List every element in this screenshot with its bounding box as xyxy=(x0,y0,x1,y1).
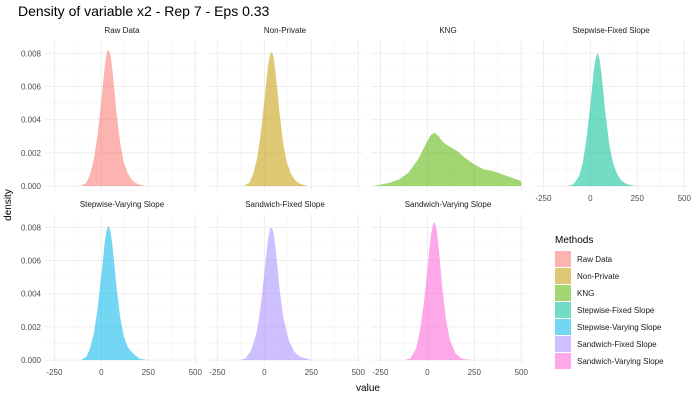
panel-stepwise-fixed-slope: Stepwise-Fixed Slope -250 0 250 500 xyxy=(534,26,691,203)
legend-key-non-private xyxy=(555,268,571,284)
strip-label-sandwich-varying-slope: Sandwich-Varying Slope xyxy=(405,200,492,209)
density-area-stepwise-varying-slope xyxy=(80,225,147,361)
x-tick-label: 0 xyxy=(262,368,267,377)
legend-label-sandwich-fixed-slope: Sandwich-Fixed Slope xyxy=(577,340,657,349)
density-area-kng xyxy=(374,132,522,187)
x-tick-label: 0 xyxy=(99,368,104,377)
density-area-stepwise-fixed-slope xyxy=(567,53,636,187)
y-tick-label: 0.006 xyxy=(21,82,42,91)
facet-panels: Raw Data 0.000 0.002 0.004 0.006 0.008 Non-Pri… xyxy=(21,26,691,377)
legend-key-stepwise-varying-slope xyxy=(555,319,571,335)
x-tick-label: -250 xyxy=(372,368,389,377)
panel-kng: KNG xyxy=(371,26,525,191)
y-tick-label: 0.008 xyxy=(21,49,42,58)
x-tick-label: -250 xyxy=(46,368,63,377)
x-tick-label: 0 xyxy=(425,368,430,377)
y-tick-label: 0.002 xyxy=(21,149,42,158)
panel-stepwise-varying-slope: Stepwise-Varying Slope 0.000 0.002 0.004 0.0… xyxy=(21,200,202,377)
x-tick-label: 500 xyxy=(515,368,529,377)
x-tick-label: -250 xyxy=(535,194,552,203)
panel-non-private: Non-Private xyxy=(208,26,362,191)
panel-sandwich-varying-slope: Sandwich-Varying Slope -250 0 250 500 xyxy=(371,200,528,377)
x-tick-label: 250 xyxy=(305,368,319,377)
legend-key-kng xyxy=(555,285,571,301)
y-axis-title: density xyxy=(3,189,14,221)
density-area-non-private xyxy=(243,51,308,187)
x-tick-label: 0 xyxy=(588,194,593,203)
panel-sandwich-fixed-slope: Sandwich-Fixed Slope -250 0 250 500 xyxy=(208,200,365,377)
density-area-sandwich-varying-slope xyxy=(404,222,473,361)
legend-key-raw-data xyxy=(555,251,571,267)
strip-label-kng: KNG xyxy=(439,26,456,35)
y-tick-label: 0.004 xyxy=(21,116,42,125)
y-tick-label: 0.006 xyxy=(21,256,42,265)
strip-label-raw-data: Raw Data xyxy=(104,26,140,35)
legend-key-sandwich-fixed-slope xyxy=(555,336,571,352)
x-tick-label: 250 xyxy=(142,368,156,377)
legend-label-kng: KNG xyxy=(577,289,594,298)
y-tick-label: 0.000 xyxy=(21,356,42,365)
panel-raw-data: Raw Data 0.000 0.002 0.004 0.006 0.008 xyxy=(21,26,199,191)
strip-label-stepwise-fixed-slope: Stepwise-Fixed Slope xyxy=(572,26,650,35)
legend-label-stepwise-varying-slope: Stepwise-Varying Slope xyxy=(577,323,662,332)
y-tick-label: 0.000 xyxy=(21,182,42,191)
x-tick-label: -250 xyxy=(209,368,226,377)
chart-title: Density of variable x2 - Rep 7 - Eps 0.3… xyxy=(18,3,270,19)
legend-label-non-private: Non-Private xyxy=(577,272,620,281)
strip-label-non-private: Non-Private xyxy=(264,26,307,35)
density-area-raw-data xyxy=(80,49,145,187)
legend-label-sandwich-varying-slope: Sandwich-Varying Slope xyxy=(577,357,664,366)
legend-key-sandwich-varying-slope xyxy=(555,353,571,369)
legend-key-stepwise-fixed-slope xyxy=(555,302,571,318)
legend-title: Methods xyxy=(555,235,593,246)
strip-label-stepwise-varying-slope: Stepwise-Varying Slope xyxy=(80,200,165,209)
legend-label-stepwise-fixed-slope: Stepwise-Fixed Slope xyxy=(577,306,655,315)
x-tick-label: 500 xyxy=(189,368,203,377)
y-tick-label: 0.008 xyxy=(21,223,42,232)
legend: Methods Raw Data Non-Private KNG Stepwise-F… xyxy=(555,235,664,369)
x-tick-label: 500 xyxy=(678,194,692,203)
y-tick-label: 0.002 xyxy=(21,323,42,332)
density-area-sandwich-fixed-slope xyxy=(239,227,312,361)
x-tick-label: 250 xyxy=(631,194,645,203)
x-tick-label: 500 xyxy=(352,368,366,377)
x-tick-label: 250 xyxy=(468,368,482,377)
y-tick-label: 0.004 xyxy=(21,290,42,299)
legend-label-raw-data: Raw Data xyxy=(577,255,613,264)
strip-label-sandwich-fixed-slope: Sandwich-Fixed Slope xyxy=(245,200,325,209)
x-axis-title: value xyxy=(356,383,380,394)
